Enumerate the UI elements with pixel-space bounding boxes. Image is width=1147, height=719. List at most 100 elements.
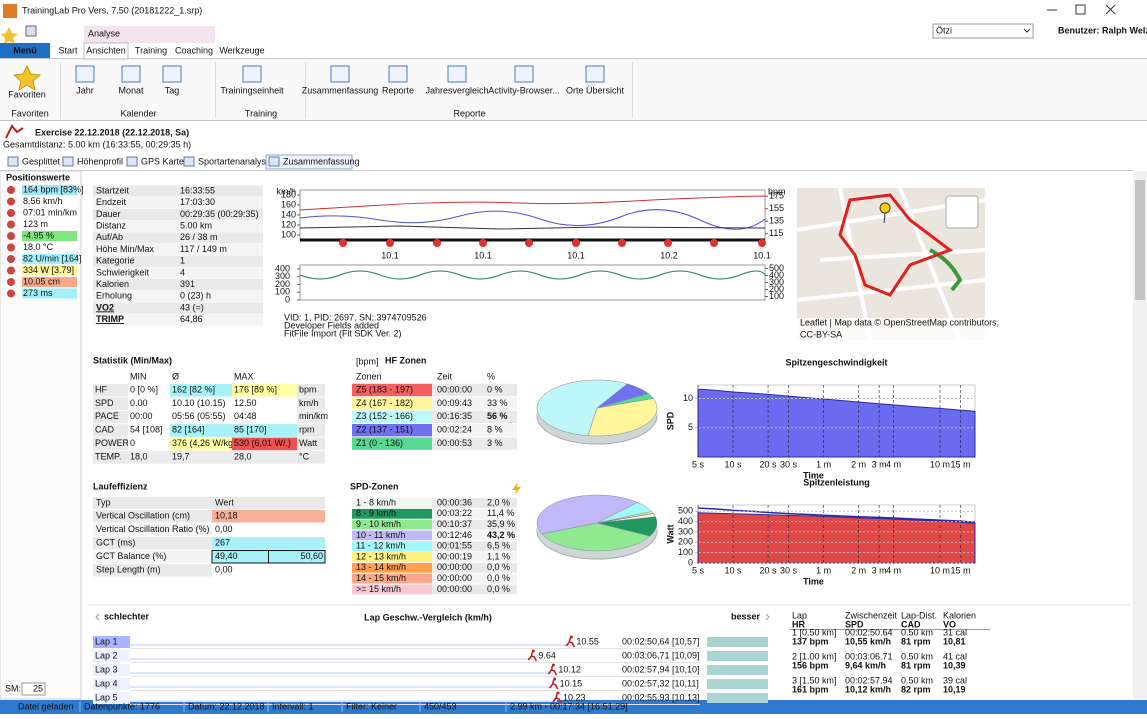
section-title: HF Zonen	[385, 355, 427, 365]
sm-input	[21, 682, 46, 696]
position-value: 10.05 cm	[23, 276, 60, 286]
x-tick-label: 1 m	[816, 459, 831, 469]
layers-button[interactable]	[945, 195, 979, 229]
info-row	[93, 197, 263, 209]
button-icon	[585, 65, 605, 83]
eff-label: Step Length (m)	[96, 564, 161, 574]
ribbon-tab[interactable]: Coaching	[175, 45, 213, 55]
lap-speed: 10.15	[560, 678, 583, 688]
attribution-bg	[797, 318, 985, 340]
x-tick-label: 30 s	[780, 459, 798, 469]
tick-label: 100	[769, 291, 784, 301]
button-icon	[447, 65, 467, 83]
select-arrow[interactable]	[1023, 28, 1031, 33]
stats-unit: bpm	[299, 384, 317, 394]
tick-label: 400	[769, 270, 784, 280]
info-value: 64,86	[180, 314, 203, 324]
y-tick-label: 300	[678, 526, 693, 536]
axis-unit: bpm	[768, 186, 786, 196]
view-tab[interactable]: Höhenprofil	[77, 156, 123, 166]
menu-button	[0, 43, 50, 58]
ribbon-button[interactable]: Jahr	[76, 85, 94, 95]
runner-icon	[565, 637, 576, 648]
view-tab[interactable]: Gesplittet	[22, 156, 61, 166]
sm-value[interactable]: 25	[33, 683, 43, 693]
zone-time: 00:03:22	[437, 508, 472, 518]
x-axis-label: Time	[803, 470, 824, 480]
quick-access-star[interactable]	[1, 27, 18, 44]
x-label: 10.1	[381, 250, 399, 260]
lap-marker	[664, 239, 672, 247]
window-controls[interactable]	[1047, 4, 1116, 15]
view-tab[interactable]: Sportartenanalyse	[198, 156, 271, 166]
stats-label: SPD	[95, 398, 114, 408]
zone-color	[352, 584, 432, 595]
map-attribution: Leaflet | Map data © OpenStreetMap contr…	[800, 317, 999, 327]
map-license[interactable]: CC-BY-SA	[800, 329, 842, 339]
zone-time: 00:12:46	[437, 530, 472, 540]
map-park	[929, 248, 963, 292]
stats-value: 0 [0 %]	[130, 384, 158, 394]
lap-marker	[386, 239, 394, 247]
position-icon	[7, 220, 15, 229]
stats-value: 18,0	[130, 451, 148, 461]
ribbon-tab[interactable]: Ansichten	[86, 45, 126, 55]
map[interactable]	[796, 187, 986, 341]
lap-table-header: VO	[943, 619, 956, 629]
lap-speed: 10.23	[563, 692, 586, 702]
position-value: 164 bpm [83%]	[23, 184, 84, 194]
quick-access-icon[interactable]	[25, 25, 37, 37]
favorites-icon[interactable]	[12, 64, 42, 92]
lap-label-cell	[93, 650, 130, 662]
ribbon-button[interactable]: Trainingseinheit	[220, 85, 284, 95]
tick-label: 400	[275, 263, 290, 273]
ribbon-button[interactable]: Activity-Browser...	[488, 85, 560, 95]
ribbon-tab[interactable]: Training	[135, 45, 167, 55]
x-tick-label: 10 s	[725, 565, 743, 575]
tick-label: 500	[769, 263, 784, 273]
zone-color	[352, 410, 432, 423]
info-label: Endzeit	[96, 197, 127, 207]
status-text: Filter: Keiner	[346, 701, 397, 711]
ribbon-tab[interactable]: Start	[58, 45, 78, 55]
ribbon-button[interactable]: Zusammenfassung	[302, 85, 379, 95]
info-row	[93, 314, 263, 326]
panel-title: Positionswerte	[6, 172, 70, 182]
section-title: SPD-Zonen	[350, 481, 399, 491]
view-tab[interactable]: GPS Karte	[141, 156, 184, 166]
lap-table-header: SPD	[845, 619, 864, 629]
ribbon-button[interactable]: Reporte	[382, 85, 414, 95]
ribbon-button[interactable]: Jahresvergleich	[425, 85, 488, 95]
ribbon-button[interactable]: Monat	[118, 85, 144, 95]
y-tick-label: 200	[678, 537, 693, 547]
eff-cell	[268, 550, 326, 564]
info-row	[93, 208, 263, 221]
scrollbar[interactable]	[1133, 171, 1147, 699]
ribbon-button[interactable]: Favoriten	[8, 89, 46, 99]
runner-icon	[549, 679, 559, 690]
lap-table-cell: 00:02:57.94	[845, 675, 893, 685]
position-bg	[22, 219, 77, 230]
tick-label: 200	[769, 284, 784, 294]
user-select-box[interactable]	[932, 23, 1034, 39]
ribbon-tab[interactable]: Werkzeuge	[219, 45, 264, 55]
x-label: 10.1	[474, 250, 492, 260]
y-tick-label: 5	[688, 422, 693, 432]
x-tick-label: 4 m	[886, 459, 901, 469]
zone-time: 00:00:00	[437, 584, 472, 594]
stats-value: 376 (4,26 W/kg)	[172, 438, 236, 448]
info-row	[93, 220, 263, 232]
zone-time: 00:02:24	[437, 425, 472, 435]
zone-row	[352, 573, 517, 584]
scroll-thumb[interactable]	[1135, 180, 1145, 300]
section-title: Laufeffizienz	[93, 481, 148, 491]
note: FitFile Import (Fit SDK Ver. 2)	[284, 328, 402, 338]
stats-value: 0.00	[130, 398, 148, 408]
view-tab[interactable]: Zusammenfassung	[283, 156, 360, 166]
stats-label: CAD	[95, 425, 115, 435]
ribbon-tab[interactable]: Menü	[13, 45, 37, 55]
ribbon-button[interactable]: Orte Übersicht	[566, 85, 625, 95]
y-tick-label: 400	[678, 516, 693, 526]
user-select[interactable]: Ötzi	[936, 25, 952, 35]
ribbon-button[interactable]: Tag	[165, 85, 180, 95]
